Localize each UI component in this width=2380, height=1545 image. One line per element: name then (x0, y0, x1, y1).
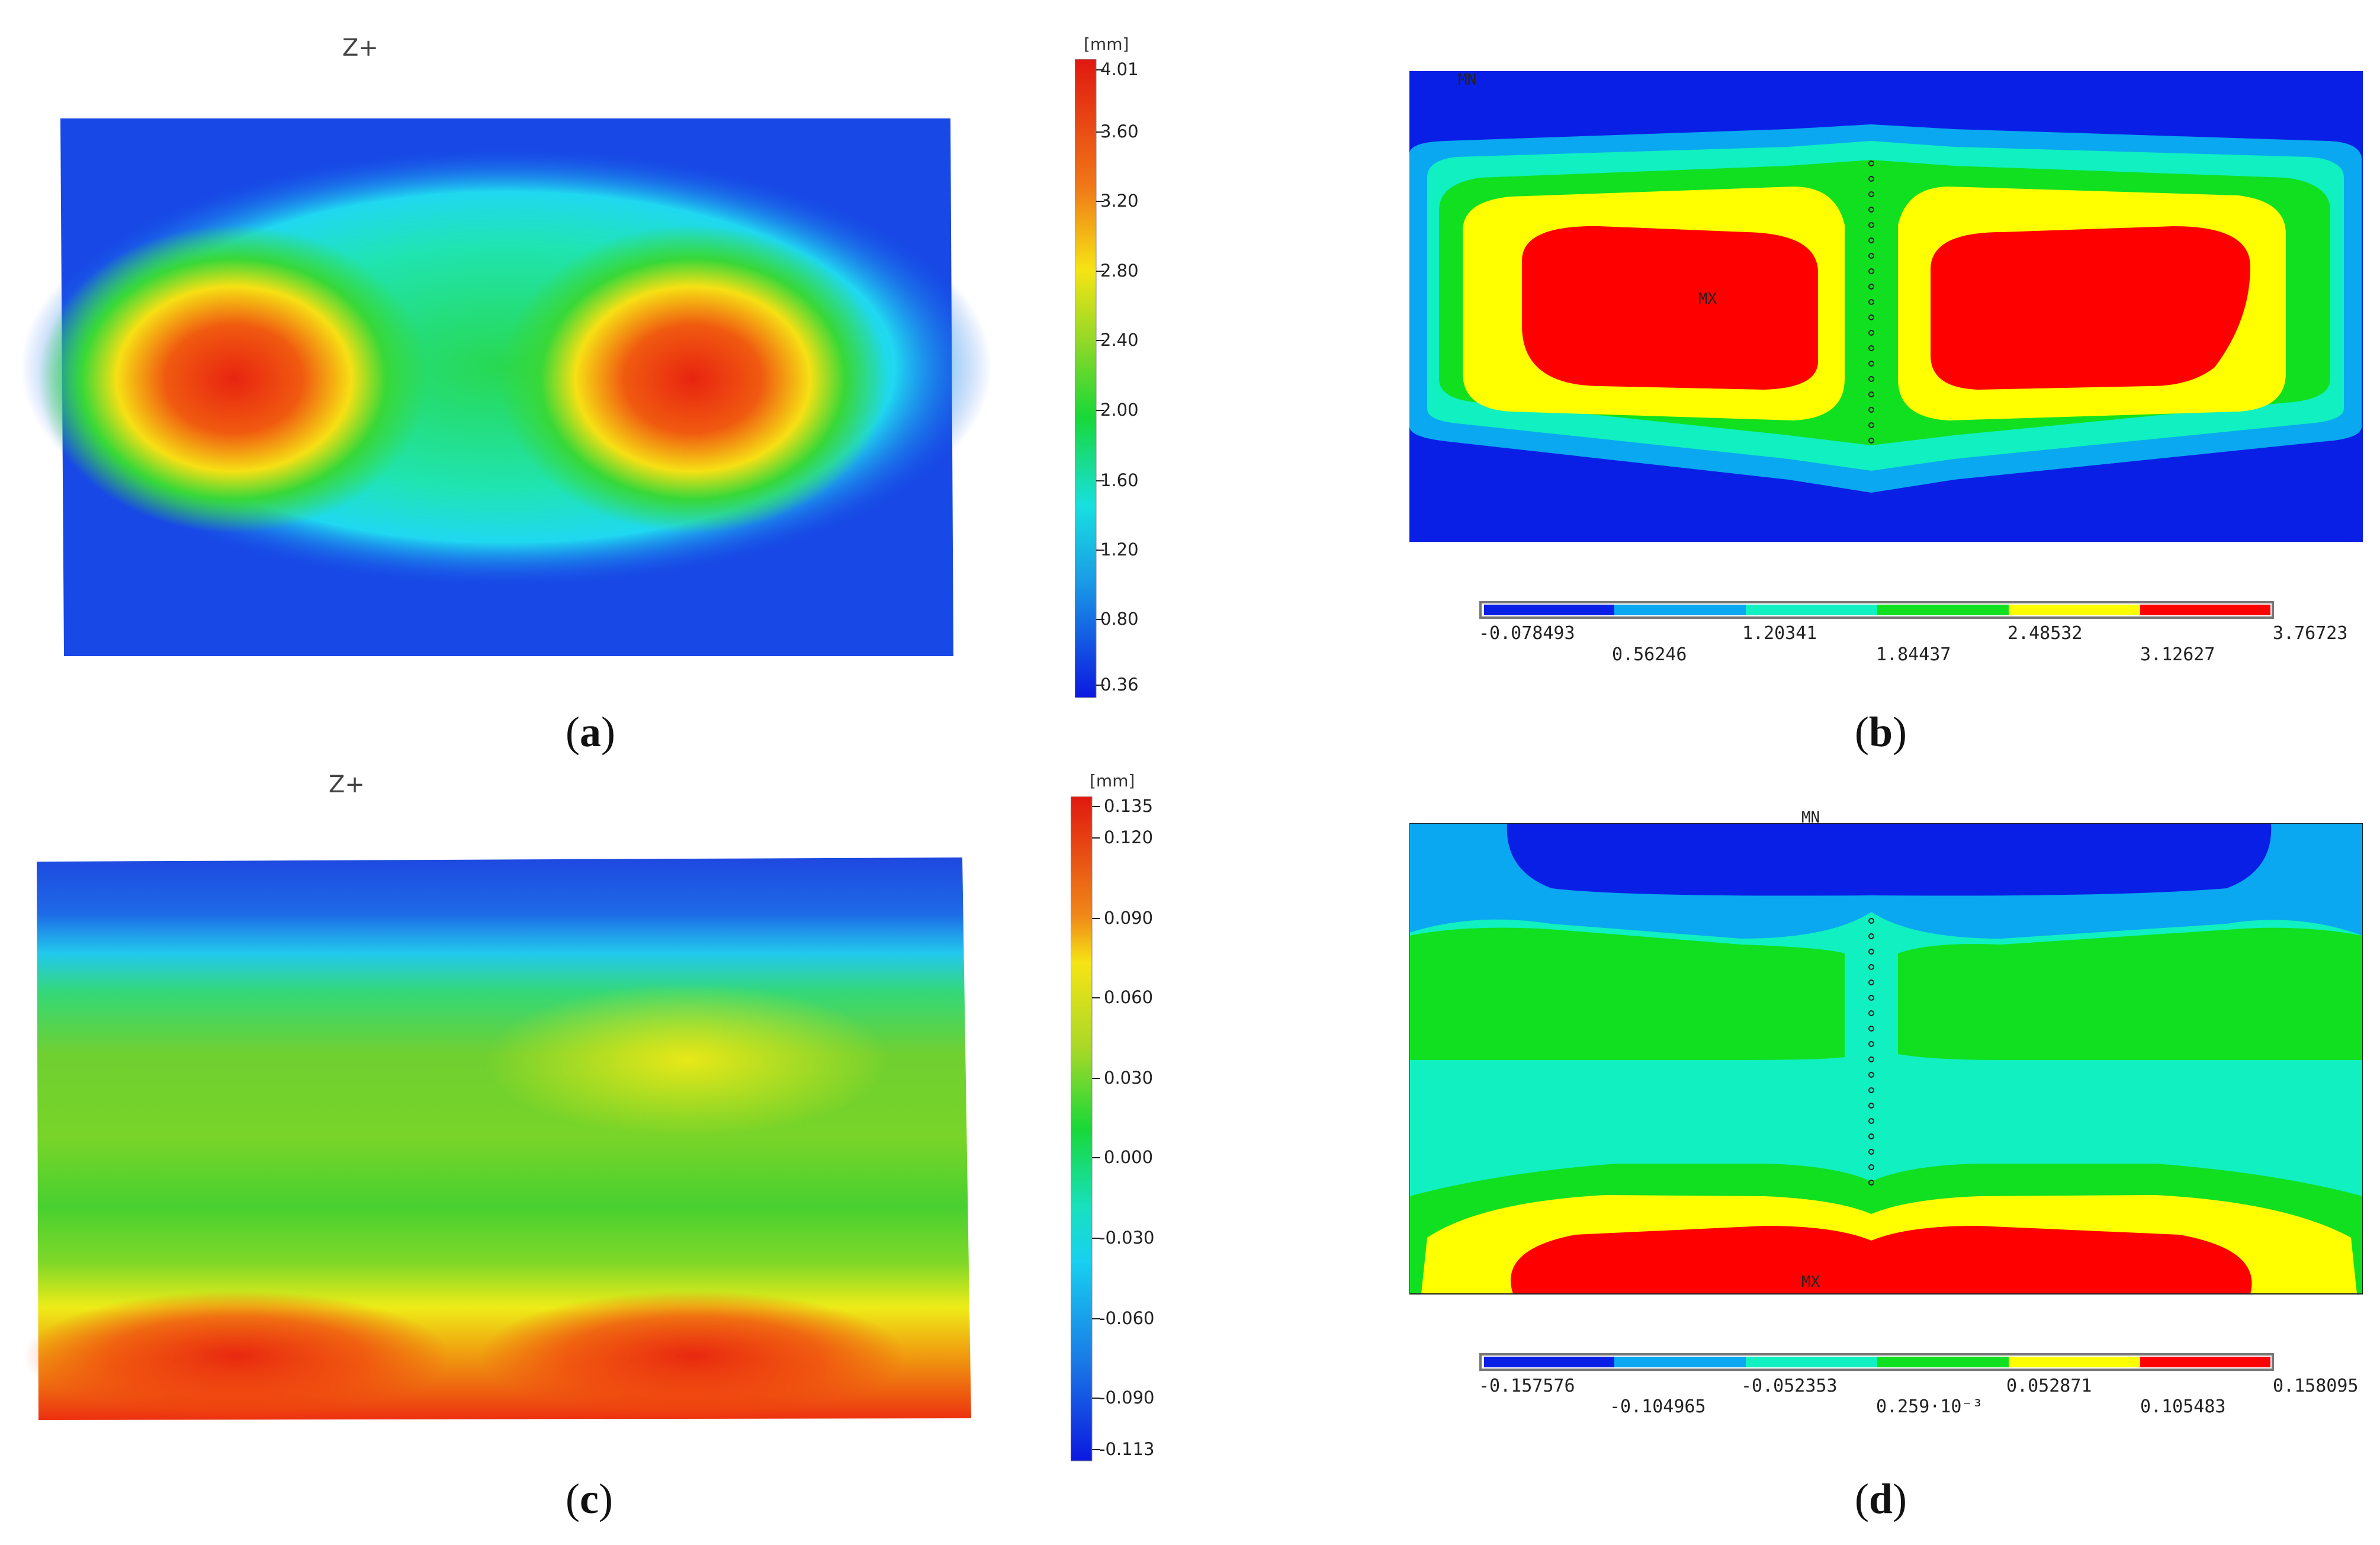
panel-a-tick: 4.01 (1100, 59, 1139, 79)
panel-c-view-label: Z+ (329, 771, 365, 798)
panel-a-tick: 2.80 (1100, 261, 1139, 281)
panel-d-legend-value: -0.052353 (1741, 1376, 1838, 1396)
panel-d-legend-value: 0.158095 (2273, 1376, 2359, 1396)
panel-a-tick: 0.80 (1100, 609, 1139, 629)
panel-c-tick: 0.135 (1104, 796, 1154, 816)
panel-c-tick: 0.090 (1104, 908, 1154, 928)
panel-b-legend-value: 1.84437 (1876, 644, 1951, 665)
panel-d-caption: (d) (1855, 1475, 1907, 1522)
panel-c-caption: (c) (566, 1475, 613, 1522)
panel-c-tick: 0.120 (1104, 827, 1154, 847)
panel-b-fem-contour (1409, 71, 2363, 542)
panel-d-legend-value: -0.157576 (1479, 1376, 1575, 1396)
panel-a-tick: 3.60 (1100, 121, 1139, 142)
panel-a-tick: 1.20 (1100, 539, 1139, 560)
panel-c-tick: -0.030 (1099, 1228, 1155, 1248)
panel-a-colorbar (1075, 59, 1097, 698)
panel-a-tick: 2.00 (1100, 400, 1139, 420)
panel-d-legend-value: 0.105483 (2140, 1396, 2226, 1417)
panel-d-legend-bar (1479, 1353, 2274, 1371)
panel-d-legend-value: 0.052871 (2006, 1376, 2092, 1396)
panel-c-dic-contour (24, 857, 971, 1421)
panel-b-max-marker: MX (1698, 290, 1717, 308)
panel-c-tick: -0.090 (1099, 1387, 1155, 1408)
panel-b-legend-bar (1479, 601, 2274, 619)
panel-c-tick: -0.113 (1099, 1439, 1155, 1459)
panel-b-legend-value: -0.078493 (1479, 623, 1575, 644)
panel-a-tick: 0.36 (1100, 674, 1139, 695)
panel-a-tick: 3.20 (1100, 191, 1139, 211)
panel-a-tick: 2.40 (1100, 330, 1139, 350)
panel-c-tick: 0.060 (1104, 987, 1154, 1007)
panel-d-fem-contour (1409, 823, 2363, 1295)
panel-a-unit-label: [mm] (1084, 34, 1129, 54)
panel-c-tick: 0.030 (1104, 1068, 1154, 1088)
panel-d-min-marker: MN (1801, 809, 1820, 827)
panel-a-caption: (a) (566, 708, 615, 756)
panel-b-legend-value: 0.56246 (1612, 644, 1687, 665)
panel-b-legend-value: 3.12627 (2140, 644, 2215, 665)
panel-c-tick: -0.060 (1099, 1308, 1155, 1328)
panel-d-legend-value: -0.104965 (1610, 1396, 1706, 1417)
panel-d-legend-value: 0.259·10⁻³ (1876, 1396, 1983, 1417)
panel-b-min-marker: MN (1458, 71, 1477, 89)
panel-b-legend-value: 3.76723 (2273, 623, 2348, 644)
panel-a-tick: 1.60 (1100, 470, 1139, 490)
panel-d-max-marker: MX (1801, 1273, 1820, 1291)
panel-a-view-label: Z+ (342, 34, 378, 62)
panel-c-tick: 0.000 (1104, 1147, 1154, 1167)
panel-b-legend-value: 1.20341 (1742, 623, 1817, 644)
panel-c-unit-label: [mm] (1090, 771, 1135, 791)
panel-b-caption: (b) (1855, 708, 1907, 756)
panel-b-legend-value: 2.48532 (2008, 623, 2083, 644)
panel-a-dic-contour (21, 118, 992, 656)
panel-c-colorbar (1071, 796, 1093, 1462)
